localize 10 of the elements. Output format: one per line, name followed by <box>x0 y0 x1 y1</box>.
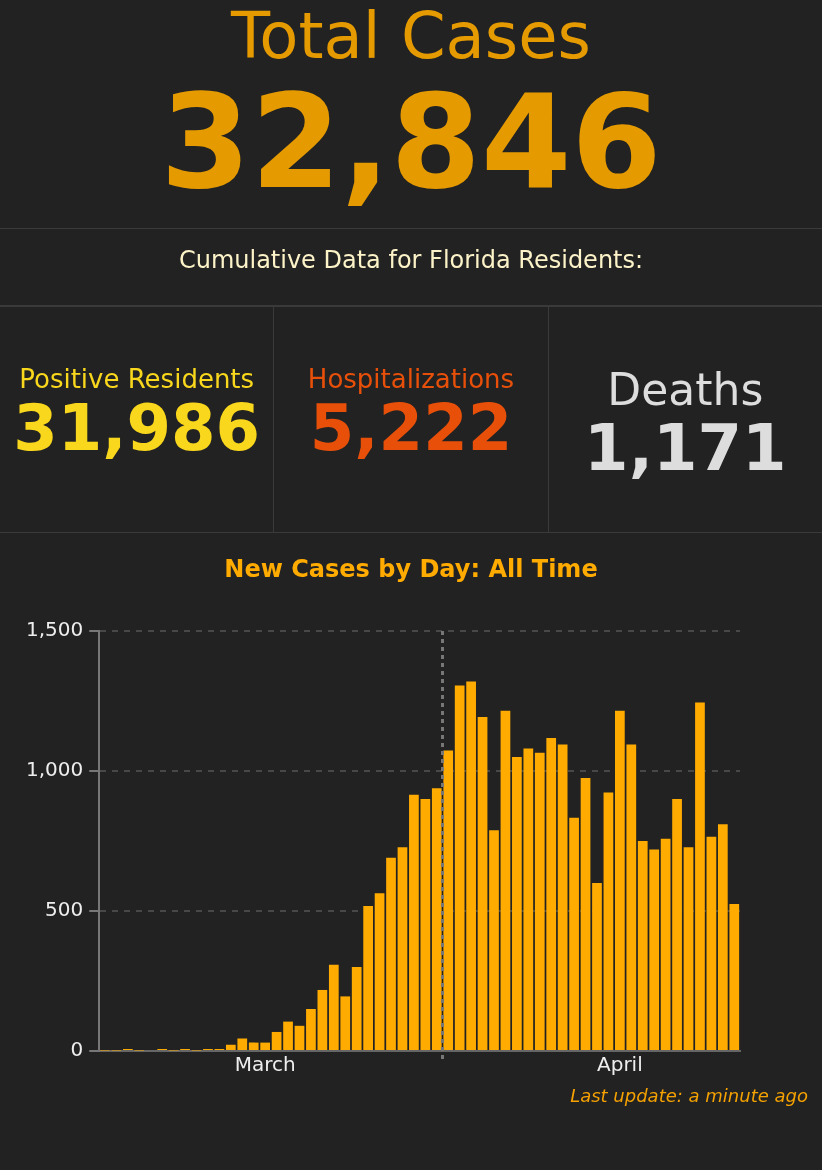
y-tick-label: 500 <box>45 897 84 922</box>
text: Hospitalizations <box>306 363 516 395</box>
y-tick-label: 0 <box>70 1037 84 1062</box>
y-tick-label: 1,500 <box>25 617 84 642</box>
text: Last update: a minute ago <box>569 1085 809 1107</box>
chart-title: New Cases by Day: All Time <box>223 554 599 584</box>
x-tick-label: April <box>597 1052 643 1077</box>
x-tick-label: March <box>234 1052 296 1077</box>
text: Cumulative Data for Florida Residents: <box>177 246 645 275</box>
y-tick-label: 1,000 <box>25 757 84 782</box>
